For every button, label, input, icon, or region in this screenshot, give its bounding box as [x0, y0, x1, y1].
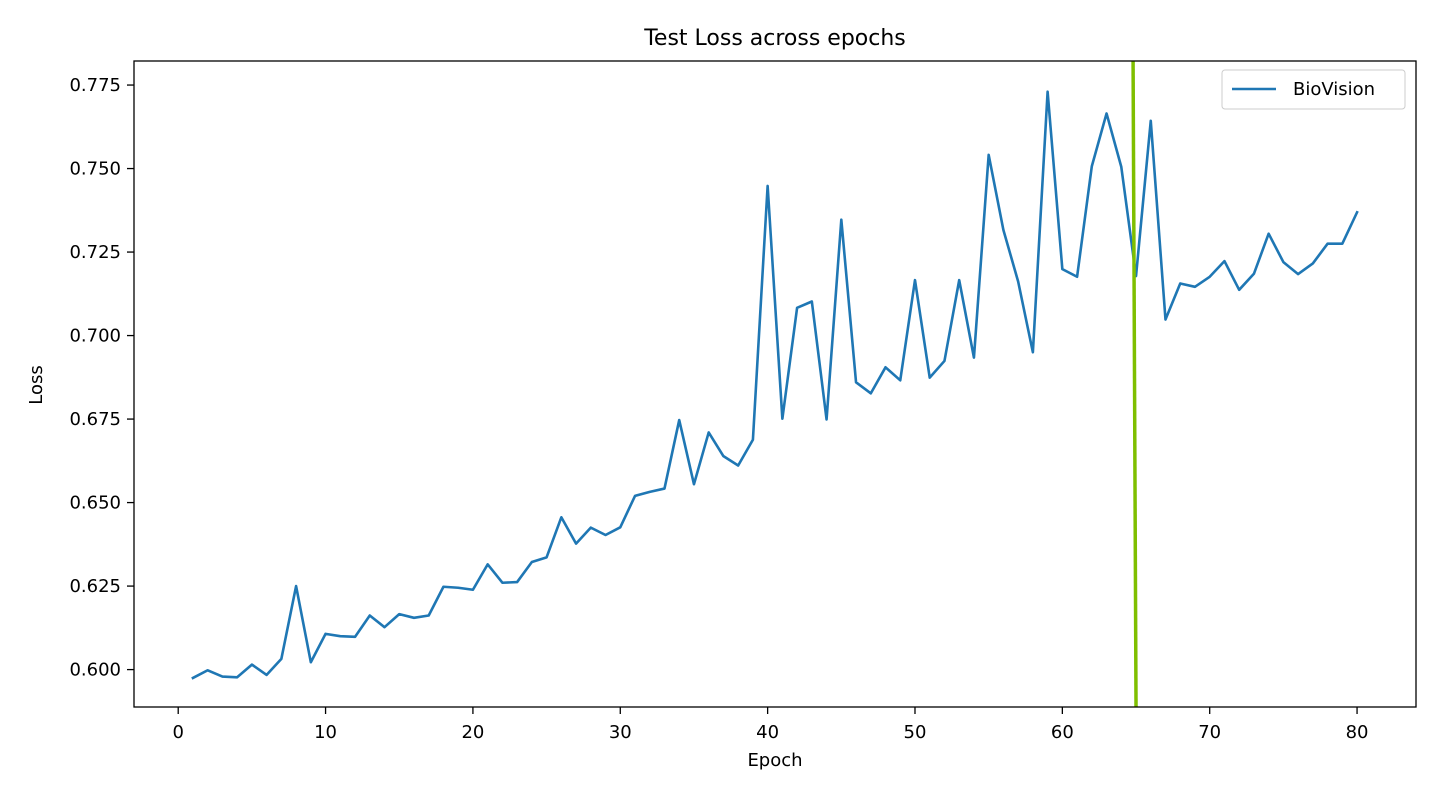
y-tick-label: 0.625 [69, 576, 121, 597]
y-axis: 0.600 0.625 0.650 0.675 0.700 0.725 0.750 0.775 [69, 75, 134, 681]
y-tick-label: 0.600 [69, 660, 121, 681]
x-axis: 0 10 20 30 40 50 60 70 80 [172, 707, 1369, 743]
legend-box [1221, 69, 1406, 110]
x-tick-label: 80 [1346, 722, 1369, 743]
y-axis-title: Loss [26, 365, 47, 404]
series-line-biovision [191, 90, 1359, 680]
legend-label-biovision: BioVision [1293, 79, 1375, 100]
x-tick-label: 30 [609, 722, 632, 743]
y-tick-label: 0.675 [69, 409, 121, 430]
x-tick-label: 20 [461, 722, 484, 743]
legend: BioVision [1221, 69, 1406, 110]
annotation-line [1131, 60, 1138, 708]
annotation-layer [1131, 60, 1138, 708]
x-axis-title: Epoch [747, 750, 802, 771]
x-tick-label: 70 [1198, 722, 1221, 743]
series-layer [191, 90, 1359, 680]
y-tick-label: 0.750 [69, 159, 121, 180]
y-tick-label: 0.700 [69, 326, 121, 347]
plot-frame [133, 60, 1417, 708]
y-tick-label: 0.725 [69, 242, 121, 263]
chart-title: Test Loss across epochs [643, 26, 906, 51]
y-tick-label: 0.775 [69, 75, 121, 96]
plot-area [134, 61, 1416, 707]
x-tick-label: 50 [904, 722, 927, 743]
x-tick-label: 60 [1051, 722, 1074, 743]
x-tick-label: 0 [172, 722, 183, 743]
x-tick-label: 40 [756, 722, 779, 743]
y-tick-label: 0.650 [69, 493, 121, 514]
x-tick-label: 10 [314, 722, 337, 743]
